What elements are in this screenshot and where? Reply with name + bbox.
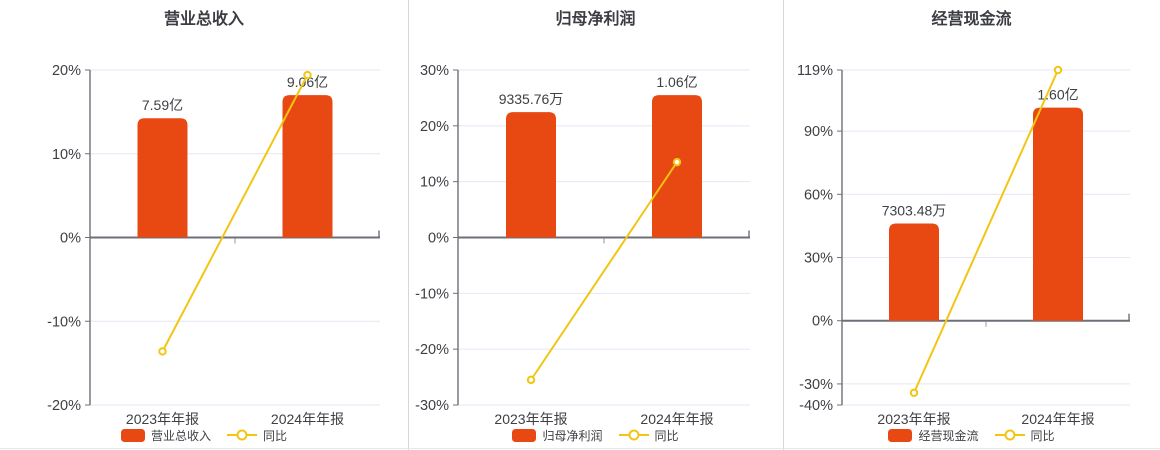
chart-panel-2: 119% 90% 60% 30% 0% -30% -40% 7303.48万 1.60亿 2023…	[797, 63, 1130, 427]
line-legend-swatch[interactable]	[227, 428, 257, 442]
yoy-line[interactable]	[530, 161, 678, 381]
y-tick-label: 20%	[420, 119, 449, 135]
bar-2023年年报[interactable]	[889, 223, 939, 321]
chart-title-revenue: 营业总收入	[163, 11, 244, 28]
legend-cash-flow: 经营现金流 同比	[783, 427, 1160, 443]
legend-revenue: 营业总收入 同比	[0, 427, 408, 443]
y-tick-label: -20%	[415, 342, 449, 358]
bar-value-label: 7303.48万	[882, 202, 947, 218]
yoy-line[interactable]	[161, 74, 309, 352]
chart-title-cash-flow: 经营现金流	[931, 11, 1012, 28]
y-tick-label: 10%	[52, 147, 81, 163]
line-legend-swatch[interactable]	[994, 428, 1025, 442]
line-legend-label[interactable]: 同比	[263, 428, 288, 443]
y-tick-label: 30%	[420, 63, 449, 79]
y-tick-label: -20%	[47, 398, 81, 414]
bar-2023年年报[interactable]	[137, 118, 188, 238]
yoy-point-2023年年报[interactable]	[909, 388, 919, 397]
y-tick-label: -40%	[799, 398, 833, 414]
yoy-point-2023年年报[interactable]	[526, 375, 536, 385]
bar-legend-swatch[interactable]	[888, 428, 913, 442]
x-axis-label: 2023年年报	[494, 411, 567, 427]
y-tick-label: -10%	[415, 286, 449, 302]
yoy-point-2024年年报[interactable]	[1053, 65, 1063, 75]
y-tick-label: 30%	[804, 251, 833, 267]
bar-value-label: 1.06亿	[656, 74, 697, 90]
x-axis-label: 2023年年报	[126, 411, 199, 427]
y-tick-label: 20%	[52, 63, 81, 79]
panel-divider	[783, 0, 784, 450]
line-legend-label[interactable]: 同比	[654, 428, 679, 443]
y-tick-label: 60%	[804, 187, 833, 203]
bar-value-label: 7.59亿	[142, 97, 183, 113]
bar-value-label: 9335.76万	[499, 91, 564, 107]
bar-legend-label[interactable]: 经营现金流	[918, 428, 979, 443]
line-legend-swatch[interactable]	[618, 428, 649, 442]
yoy-point-2024年年报[interactable]	[303, 70, 312, 80]
bar-2023年年报[interactable]	[506, 112, 556, 238]
x-axis-label: 2023年年报	[877, 411, 950, 427]
bar-legend-swatch[interactable]	[512, 428, 537, 442]
y-tick-label: -10%	[47, 314, 81, 330]
x-axis-label: 2024年年报	[1021, 411, 1094, 427]
line-legend-label[interactable]: 同比	[1030, 428, 1055, 443]
y-tick-label: 90%	[804, 124, 833, 140]
y-tick-label: 10%	[420, 175, 449, 191]
panel-divider	[408, 0, 409, 450]
y-tick-label: 119%	[797, 63, 833, 79]
y-tick-label: 0%	[428, 231, 449, 247]
legend-net-profit: 归母净利润 同比	[408, 427, 783, 443]
bar-2024年年报[interactable]	[282, 95, 333, 238]
bar-legend-label[interactable]: 归母净利润	[542, 428, 603, 443]
yoy-line[interactable]	[913, 69, 1059, 394]
bar-2024年年报[interactable]	[1033, 107, 1083, 321]
yoy-point-2023年年报[interactable]	[158, 347, 167, 356]
bar-legend-swatch[interactable]	[120, 428, 145, 442]
bar-legend-label[interactable]: 营业总收入	[150, 428, 211, 443]
chart-panel-1: 30% 20% 10% 0% -10% -20% -30% 9335.76万 1.06亿 2023…	[415, 63, 750, 427]
y-tick-label: 0%	[812, 314, 833, 330]
x-axis-label: 2024年年报	[271, 411, 344, 427]
bottom-border	[0, 448, 1160, 449]
chart-panel-0: 20% 10% 0% -10% -20% 7.59亿 9.06亿 2023年年报 2024年年报	[47, 63, 380, 427]
yoy-point-2024年年报[interactable]	[672, 157, 682, 167]
bar-value-label: 1.60亿	[1037, 87, 1078, 103]
y-tick-label: 0%	[60, 231, 81, 247]
chart-title-net-profit: 归母净利润	[555, 11, 636, 28]
x-axis-label: 2024年年报	[640, 411, 713, 427]
y-tick-label: -30%	[415, 398, 449, 414]
y-tick-label: -30%	[799, 377, 833, 393]
bar-value-label: 9.06亿	[287, 74, 328, 90]
